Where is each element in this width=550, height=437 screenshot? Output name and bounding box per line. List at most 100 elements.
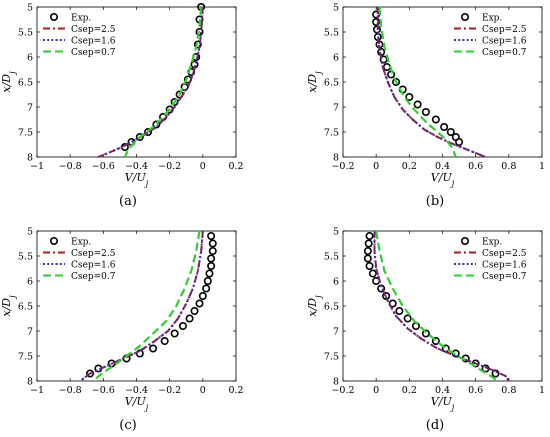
legend-label: Exp. [71,14,91,24]
legend-marker [460,237,469,246]
y-tick-label: 6 [27,53,33,64]
exp-data-point [170,98,179,107]
exp-data-point [403,314,412,323]
exp-data-point [149,344,158,353]
exp-data-point [382,62,391,71]
y-tick-label: 5.5 [324,252,339,263]
y-axis-label: x/Dj [0,295,17,317]
exp-data-point [185,314,194,323]
exp-data-point [193,40,202,49]
x-axis-label: V/Uj [431,395,455,412]
y-tick-label: 6.5 [324,78,339,89]
y-tick-label: 7 [333,327,339,338]
exp-data-point [363,254,372,263]
y-tick-label: 6 [27,277,33,288]
legend-marker [49,237,58,246]
x-tick-label: 0.8 [501,161,516,172]
x-tick-label: 0 [373,161,379,172]
exp-data-point [86,369,95,378]
exp-data-point [195,27,204,36]
y-tick-label: 7.5 [324,128,339,139]
x-axis-label: V/Uj [125,171,149,188]
x-tick-label: 0.2 [402,161,417,172]
x-tick-label: −1 [30,161,44,172]
chart-panel-3: −1 −0.8 −0.6 −0.4 −0.2 0 0.2 5 5.5 6 6.5 7 7.5 8 V/Uj x… [0,227,244,412]
legend-label: Exp. [482,14,502,24]
exp-data-point [405,93,414,102]
exp-data-point [413,100,422,109]
x-tick-label: −0.8 [59,161,82,172]
y-tick-label: 7 [27,327,33,338]
x-tick-label: −0.4 [125,161,148,172]
x-tick-label: −0.6 [92,385,115,396]
exp-data-point [178,321,187,330]
exp-data-point [365,261,374,270]
series-line-csep-0-7 [123,6,203,158]
exp-data-point [207,254,216,263]
x-tick-label: 0.2 [402,385,417,396]
exp-data-point [382,291,391,300]
y-tick-label: 6 [333,53,339,64]
exp-data-point [365,232,374,241]
y-tick-label: 5 [27,3,33,14]
legend-marker [460,13,469,22]
legend-label: Exp. [482,238,502,248]
caption-b: (b) [425,194,445,209]
exp-data-point [202,284,211,293]
y-tick-label: 8 [27,377,33,388]
x-axis-label: V/Uj [431,171,455,188]
x-tick-label: 0.6 [468,385,483,396]
y-tick-label: 7.5 [324,352,339,363]
exp-data-point [170,329,179,338]
exp-data-point [440,123,449,132]
exp-data-point [446,128,455,137]
legend-label: Csep=0.7 [482,272,527,282]
caption-a: (a) [119,194,137,209]
series-line-csep-0-7 [378,6,457,158]
exp-data-point [160,336,169,345]
exp-data-point [379,55,388,64]
legend-label: Csep=0.7 [71,48,116,58]
y-tick-label: 6 [333,277,339,288]
y-tick-label: 7.5 [18,352,33,363]
legend-label: Csep=1.6 [482,37,527,47]
y-tick-label: 5.5 [324,28,339,39]
legend-label: Csep=1.6 [71,261,116,271]
exp-data-point [152,120,161,129]
y-tick-label: 7 [333,103,339,114]
caption-d: (d) [425,418,445,433]
x-tick-label: −0.2 [331,161,354,172]
exp-data-point [183,75,192,84]
exp-data-point [195,299,204,308]
exp-data-point [190,306,199,315]
x-tick-label: 0.4 [435,385,450,396]
x-tick-label: −0.8 [59,385,82,396]
exp-data-point [207,232,216,241]
y-axis-label: x/Dj [306,71,323,93]
y-tick-label: 5 [333,3,339,14]
series-line-csep-0-7 [375,230,498,382]
legend-label: Csep=1.6 [71,37,116,47]
exp-data-point [372,17,381,26]
exp-data-point [198,291,207,300]
series-line-csep-1-6 [97,6,204,158]
y-tick-label: 7.5 [18,128,33,139]
legend-label: Csep=2.5 [71,249,116,259]
exp-data-point [205,269,214,278]
exp-data-point [135,133,144,142]
y-tick-label: 5.5 [18,252,33,263]
exp-data-point [203,276,212,285]
exp-data-point [392,78,401,87]
x-tick-label: −0.4 [125,385,148,396]
legend-label: Exp. [71,238,91,248]
series-line-csep-2-5 [79,230,204,382]
y-tick-label: 5.5 [18,28,33,39]
exp-data-point [491,369,500,378]
exp-data-point [421,329,430,338]
y-tick-label: 6.5 [324,302,339,313]
plot-frame [36,230,237,382]
legend-label: Csep=2.5 [482,249,527,259]
x-tick-label: 0.4 [435,161,450,172]
legend-label: Csep=0.7 [71,272,116,282]
x-axis-label: V/Uj [125,395,149,412]
